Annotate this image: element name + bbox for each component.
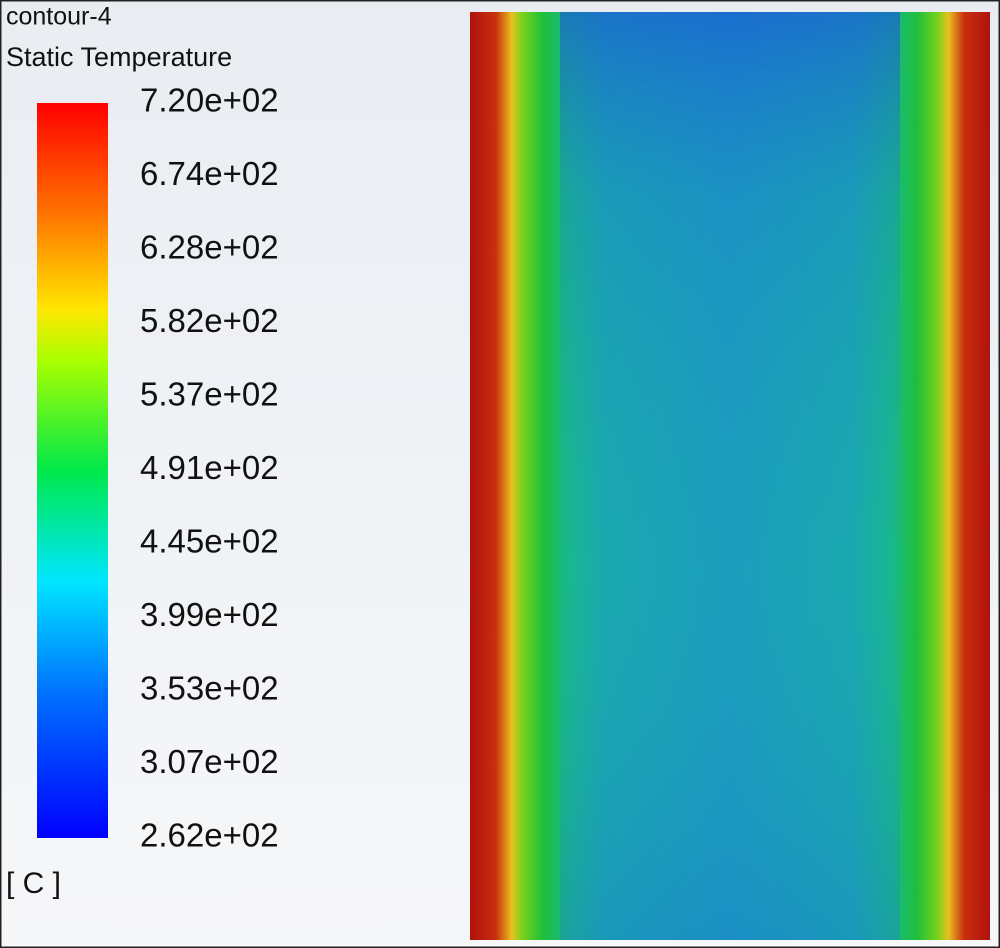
colorbar-label: 4.45e+02 bbox=[140, 523, 279, 560]
colorbar-label: 5.37e+02 bbox=[140, 376, 279, 413]
colorbar-labels: 7.20e+02 6.74e+02 6.28e+02 5.82e+02 5.37e+02… bbox=[140, 82, 279, 854]
colorbar-label: 3.53e+02 bbox=[140, 670, 279, 707]
colorbar-label: 3.07e+02 bbox=[140, 743, 279, 780]
legend-variable: Static Temperature bbox=[6, 42, 232, 72]
colorbar-label: 5.82e+02 bbox=[140, 302, 279, 339]
colorbar-label: 6.74e+02 bbox=[140, 155, 279, 192]
legend-title: contour-4 bbox=[6, 3, 112, 31]
colorbar-label: 6.28e+02 bbox=[140, 229, 279, 266]
colorbar-label: 4.91e+02 bbox=[140, 449, 279, 486]
legend-unit: [ C ] bbox=[6, 867, 61, 900]
colorbar-label: 7.20e+02 bbox=[140, 82, 279, 119]
colorbar bbox=[37, 103, 108, 838]
contour-core bbox=[560, 12, 900, 940]
colorbar-label: 2.62e+02 bbox=[140, 817, 279, 854]
colorbar-label: 3.99e+02 bbox=[140, 596, 279, 633]
